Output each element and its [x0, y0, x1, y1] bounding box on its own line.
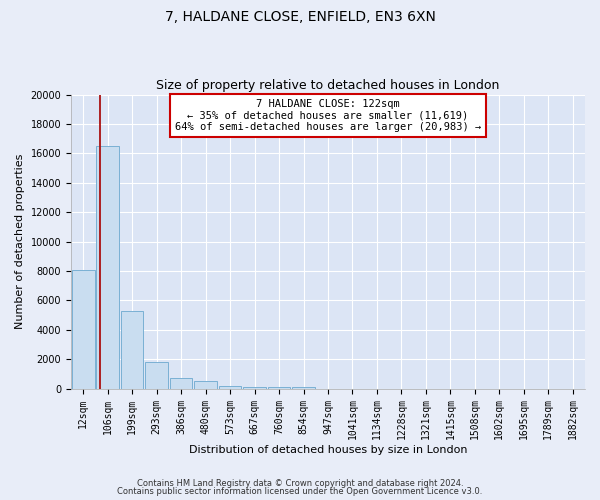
Y-axis label: Number of detached properties: Number of detached properties: [15, 154, 25, 330]
Bar: [194, 381, 217, 388]
Bar: [268, 387, 290, 388]
Bar: [72, 270, 95, 388]
Bar: [145, 362, 168, 388]
Text: 7, HALDANE CLOSE, ENFIELD, EN3 6XN: 7, HALDANE CLOSE, ENFIELD, EN3 6XN: [164, 10, 436, 24]
Bar: [244, 387, 266, 388]
Bar: [97, 146, 119, 388]
Text: 7 HALDANE CLOSE: 122sqm
← 35% of detached houses are smaller (11,619)
64% of sem: 7 HALDANE CLOSE: 122sqm ← 35% of detache…: [175, 99, 481, 132]
Bar: [219, 386, 241, 388]
Text: Contains public sector information licensed under the Open Government Licence v3: Contains public sector information licen…: [118, 487, 482, 496]
Bar: [121, 310, 143, 388]
Text: Contains HM Land Registry data © Crown copyright and database right 2024.: Contains HM Land Registry data © Crown c…: [137, 478, 463, 488]
Bar: [170, 378, 193, 388]
Title: Size of property relative to detached houses in London: Size of property relative to detached ho…: [157, 79, 500, 92]
X-axis label: Distribution of detached houses by size in London: Distribution of detached houses by size …: [189, 445, 467, 455]
